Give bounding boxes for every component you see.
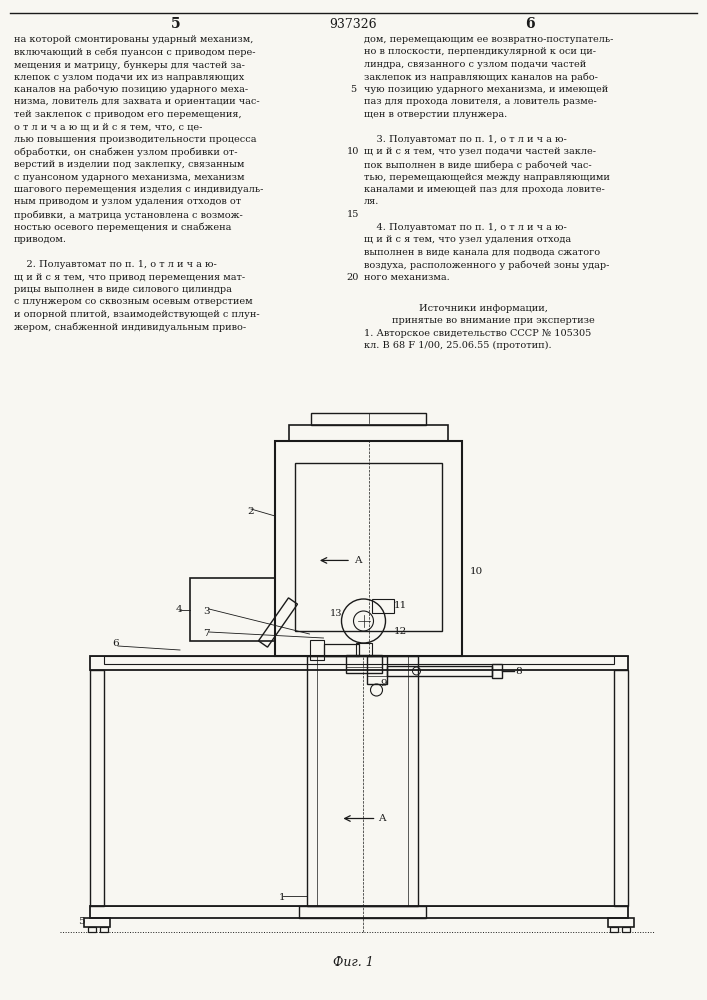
Text: A: A bbox=[378, 814, 386, 823]
Bar bbox=[275, 441, 462, 656]
Text: мещения и матрицу, бункеры для частей за-: мещения и матрицу, бункеры для частей за… bbox=[14, 60, 245, 70]
Text: щ и й с я тем, что узел подачи частей закле-: щ и й с я тем, что узел подачи частей за… bbox=[364, 147, 596, 156]
Text: 8: 8 bbox=[515, 666, 522, 676]
Text: 937326: 937326 bbox=[329, 17, 377, 30]
Bar bbox=[84, 918, 110, 927]
Text: ностью осевого перемещения и снабжена: ностью осевого перемещения и снабжена bbox=[14, 223, 231, 232]
Text: кл. В 68 F 1/00, 25.06.55 (прототип).: кл. В 68 F 1/00, 25.06.55 (прототип). bbox=[364, 341, 551, 350]
Text: 3: 3 bbox=[203, 606, 209, 615]
Bar bbox=[90, 670, 104, 906]
Text: воздуха, расположенного у рабочей зоны удар-: воздуха, расположенного у рабочей зоны у… bbox=[364, 260, 609, 269]
Text: 15: 15 bbox=[347, 210, 359, 219]
Text: 5: 5 bbox=[171, 17, 181, 31]
Text: лью повышения производительности процесса: лью повышения производительности процесс… bbox=[14, 135, 257, 144]
Text: тей заклепок с приводом его перемещения,: тей заклепок с приводом его перемещения, bbox=[14, 110, 242, 119]
Text: 4: 4 bbox=[176, 605, 182, 614]
Text: шагового перемещения изделия с индивидуаль-: шагового перемещения изделия с индивидуа… bbox=[14, 185, 264, 194]
Text: каналами и имеющей паз для прохода ловите-: каналами и имеющей паз для прохода ловит… bbox=[364, 185, 604, 194]
Text: ного механизма.: ного механизма. bbox=[364, 272, 450, 282]
Text: жером, снабженной индивидуальным приво-: жером, снабженной индивидуальным приво- bbox=[14, 322, 246, 332]
Text: и опорной плитой, взаимодействующей с плун-: и опорной плитой, взаимодействующей с пл… bbox=[14, 310, 259, 319]
Text: обработки, он снабжен узлом пробивки от-: обработки, он снабжен узлом пробивки от- bbox=[14, 147, 238, 157]
Bar bbox=[100, 927, 108, 932]
Text: Фиг. 1: Фиг. 1 bbox=[332, 956, 373, 968]
Bar bbox=[346, 655, 382, 673]
Bar bbox=[90, 906, 628, 918]
Bar bbox=[614, 670, 628, 906]
Text: чую позицию ударного механизма, и имеющей: чую позицию ударного механизма, и имеюще… bbox=[364, 85, 608, 94]
Bar bbox=[356, 643, 371, 656]
Bar bbox=[608, 918, 634, 927]
Text: рицы выполнен в виде силового цилиндра: рицы выполнен в виде силового цилиндра bbox=[14, 285, 232, 294]
Text: 6: 6 bbox=[112, 640, 119, 648]
Text: 9: 9 bbox=[380, 680, 387, 688]
Text: щен в отверстии плунжера.: щен в отверстии плунжера. bbox=[364, 110, 507, 119]
Text: щ и й с я тем, что привод перемещения мат-: щ и й с я тем, что привод перемещения ма… bbox=[14, 272, 245, 282]
Text: включающий в себя пуансон с приводом пере-: включающий в себя пуансон с приводом пер… bbox=[14, 47, 255, 57]
Text: с плунжером со сквозным осевым отверстием: с плунжером со сквозным осевым отверстие… bbox=[14, 298, 252, 306]
Text: 2. Полуавтомат по п. 1, о т л и ч а ю-: 2. Полуавтомат по п. 1, о т л и ч а ю- bbox=[14, 260, 217, 269]
Text: с пуансоном ударного механизма, механизм: с пуансоном ударного механизма, механизм bbox=[14, 172, 245, 182]
Text: 11: 11 bbox=[394, 601, 407, 610]
Bar bbox=[310, 640, 324, 660]
Bar bbox=[307, 656, 418, 906]
Text: верстий в изделии под заклепку, связанным: верстий в изделии под заклепку, связанны… bbox=[14, 160, 245, 169]
Bar bbox=[88, 927, 96, 932]
Bar bbox=[295, 463, 442, 631]
Text: щ и й с я тем, что узел удаления отхода: щ и й с я тем, что узел удаления отхода bbox=[364, 235, 571, 244]
Text: 6: 6 bbox=[525, 17, 534, 31]
Text: линдра, связанного с узлом подачи частей: линдра, связанного с узлом подачи частей bbox=[364, 60, 586, 69]
Text: 5: 5 bbox=[350, 85, 356, 94]
Bar bbox=[610, 927, 618, 932]
Bar bbox=[311, 413, 426, 425]
Text: 3. Полуавтомат по п. 1, о т л и ч а ю-: 3. Полуавтомат по п. 1, о т л и ч а ю- bbox=[364, 135, 567, 144]
Text: клепок с узлом подачи их из направляющих: клепок с узлом подачи их из направляющих bbox=[14, 73, 244, 82]
Bar bbox=[90, 656, 628, 670]
Text: выполнен в виде канала для подвода сжатого: выполнен в виде канала для подвода сжато… bbox=[364, 247, 600, 256]
Bar bbox=[324, 644, 358, 656]
Bar bbox=[622, 927, 630, 932]
Text: принятые во внимание при экспертизе: принятые во внимание при экспертизе bbox=[392, 316, 595, 325]
Text: 12: 12 bbox=[394, 626, 407, 636]
Text: A: A bbox=[354, 556, 361, 565]
Text: пок выполнен в виде шибера с рабочей час-: пок выполнен в виде шибера с рабочей час… bbox=[364, 160, 592, 169]
Text: приводом.: приводом. bbox=[14, 235, 67, 244]
Bar bbox=[190, 578, 275, 641]
Bar bbox=[366, 656, 387, 684]
Text: дом, перемещающим ее возвратно-поступатель-: дом, перемещающим ее возвратно-поступате… bbox=[364, 35, 614, 44]
Text: 4. Полуавтомат по п. 1, о т л и ч а ю-: 4. Полуавтомат по п. 1, о т л и ч а ю- bbox=[364, 223, 567, 232]
Text: 10: 10 bbox=[347, 147, 359, 156]
Text: пробивки, а матрица установлена с возмож-: пробивки, а матрица установлена с возмож… bbox=[14, 210, 243, 220]
Bar bbox=[289, 425, 448, 441]
Text: 2: 2 bbox=[247, 506, 254, 516]
Text: заклепок из направляющих каналов на рабо-: заклепок из направляющих каналов на рабо… bbox=[364, 73, 598, 82]
Text: 7: 7 bbox=[203, 630, 209, 639]
Text: 10: 10 bbox=[470, 566, 484, 576]
Text: о т л и ч а ю щ и й с я тем, что, с це-: о т л и ч а ю щ и й с я тем, что, с це- bbox=[14, 122, 202, 131]
Text: на которой смонтированы ударный механизм,: на которой смонтированы ударный механизм… bbox=[14, 35, 253, 44]
Text: 1. Авторское свидетельство СССР № 105305: 1. Авторское свидетельство СССР № 105305 bbox=[364, 329, 591, 338]
Bar bbox=[371, 599, 394, 613]
Bar bbox=[387, 666, 491, 676]
Bar bbox=[104, 656, 614, 664]
Text: 5: 5 bbox=[78, 918, 85, 926]
Text: тью, перемещающейся между направляющими: тью, перемещающейся между направляющими bbox=[364, 172, 610, 182]
Text: 13: 13 bbox=[329, 608, 342, 617]
Text: 1: 1 bbox=[279, 894, 286, 902]
Text: низма, ловитель для захвата и ориентации час-: низма, ловитель для захвата и ориентации… bbox=[14, 98, 259, 106]
Bar bbox=[491, 664, 501, 678]
Bar bbox=[299, 906, 426, 918]
Text: но в плоскости, перпендикулярной к оси ци-: но в плоскости, перпендикулярной к оси ц… bbox=[364, 47, 596, 56]
Text: каналов на рабочую позицию ударного меха-: каналов на рабочую позицию ударного меха… bbox=[14, 85, 248, 95]
Text: ным приводом и узлом удаления отходов от: ным приводом и узлом удаления отходов от bbox=[14, 198, 241, 207]
Text: ля.: ля. bbox=[364, 198, 380, 207]
Text: Источники информации,: Источники информации, bbox=[419, 304, 548, 313]
Text: паз для прохода ловителя, а ловитель разме-: паз для прохода ловителя, а ловитель раз… bbox=[364, 98, 597, 106]
Text: 20: 20 bbox=[347, 272, 359, 282]
